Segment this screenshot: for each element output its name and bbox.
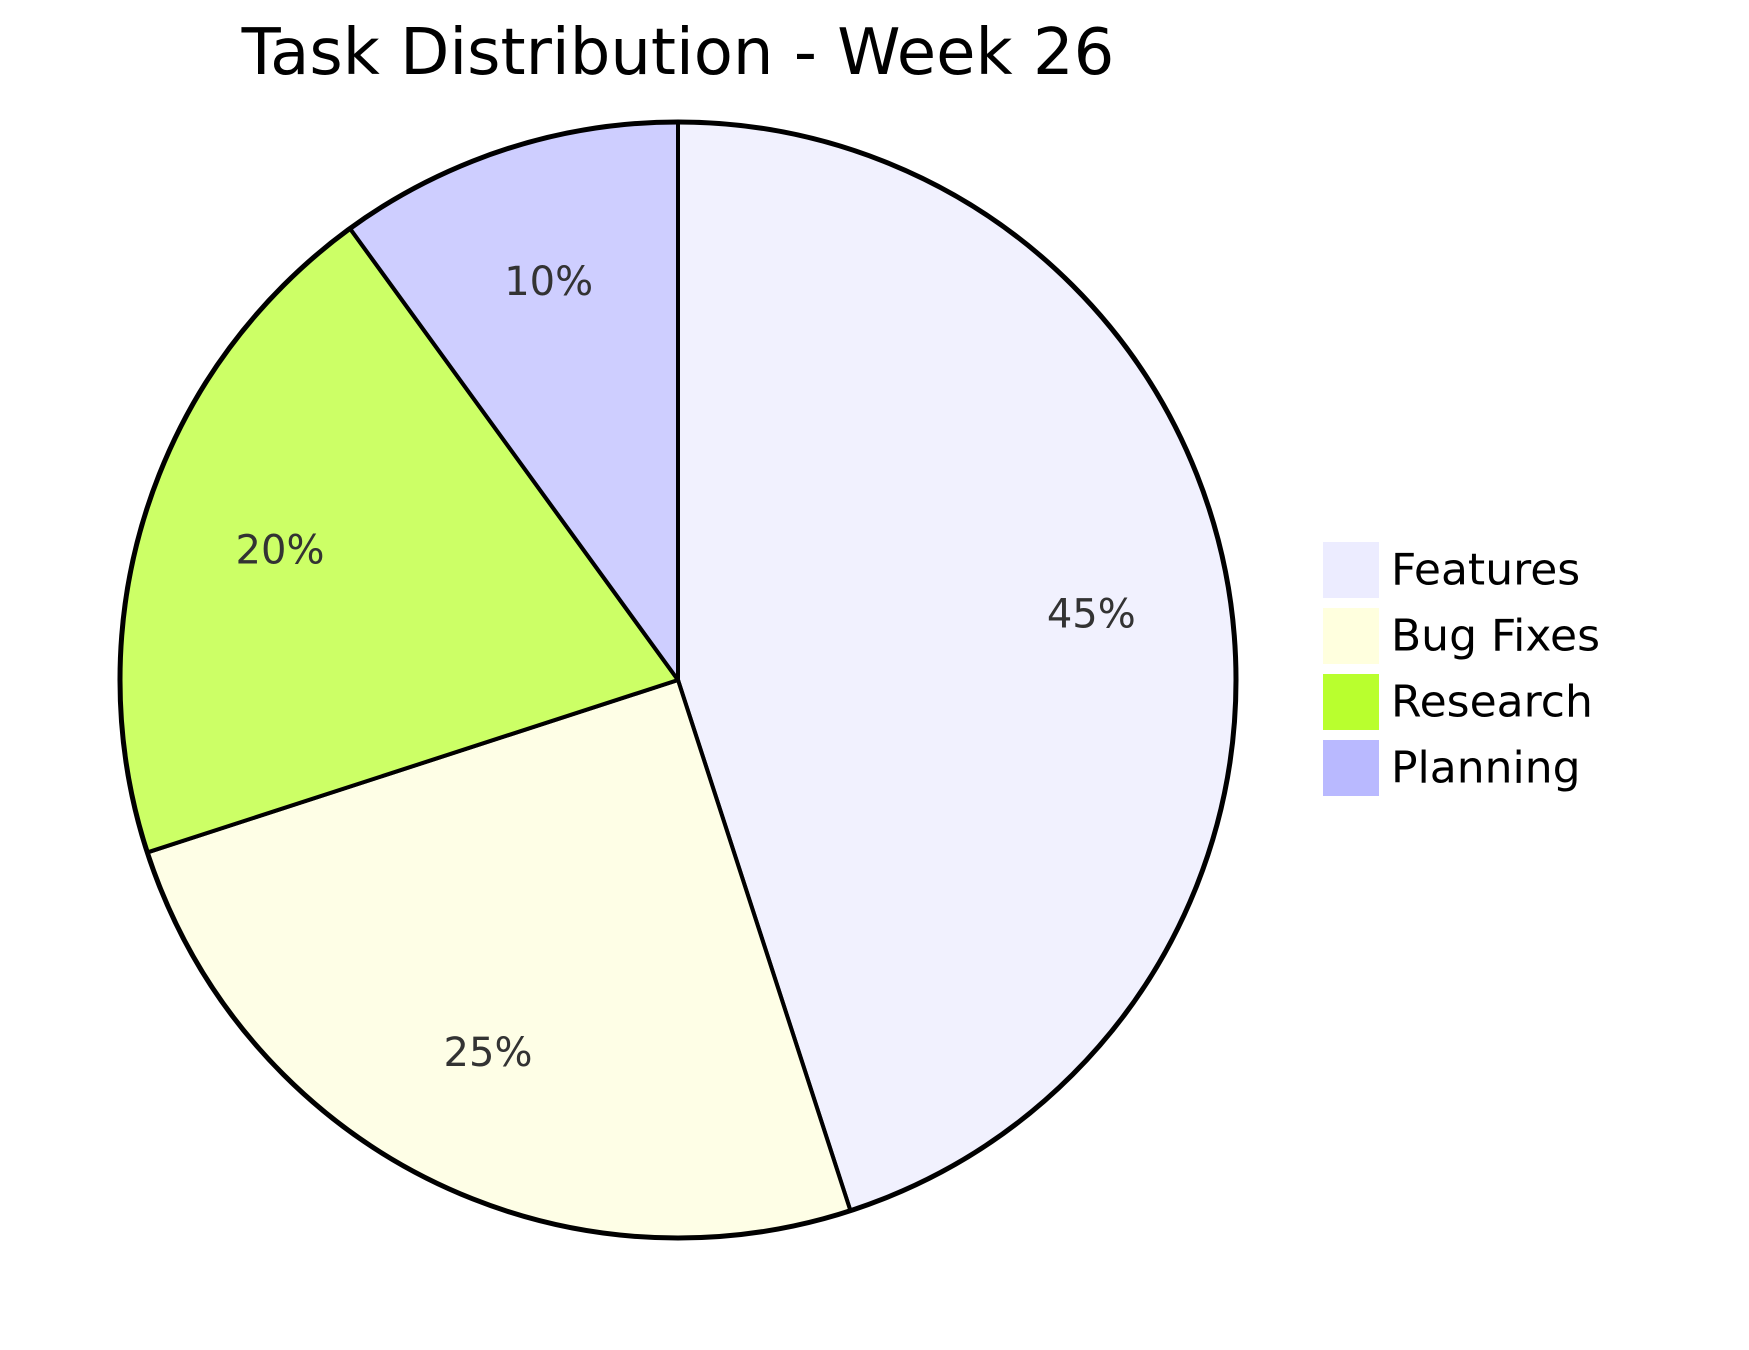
legend-label-features: Features — [1391, 545, 1580, 596]
legend-swatch-bug-fixes — [1323, 608, 1379, 664]
chart-title: Task Distribution - Week 26 — [241, 16, 1115, 90]
legend-label-bug-fixes: Bug Fixes — [1391, 611, 1600, 662]
pie-slices — [118, 120, 1238, 1240]
pie-outline — [117, 119, 1239, 1241]
slice-label-bug-fixes: 25% — [444, 1030, 533, 1076]
legend: Features Bug Fixes Research Planning — [1323, 542, 1600, 796]
slice-label-features: 45% — [1047, 592, 1136, 638]
slice-label-planning: 10% — [504, 259, 593, 305]
legend-swatch-planning — [1323, 740, 1379, 796]
legend-label-research: Research — [1391, 677, 1593, 728]
slice-label-research: 20% — [236, 528, 325, 574]
legend-label-planning: Planning — [1391, 743, 1581, 794]
slice-labels: 45% 25% 20% 10% — [236, 259, 1136, 1076]
legend-swatch-features — [1323, 542, 1379, 598]
legend-swatch-research — [1323, 674, 1379, 730]
